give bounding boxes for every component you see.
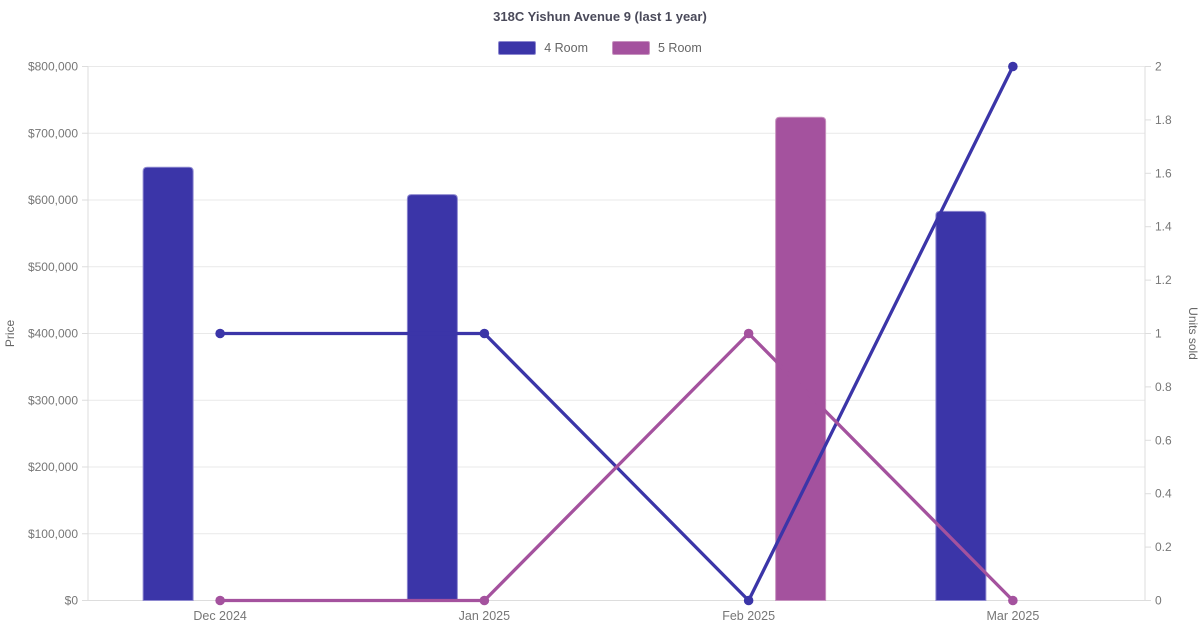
right-axis-tick-label: 0.2 [1155, 540, 1172, 554]
x-axis-label-jan-2025: Jan 2025 [459, 609, 510, 623]
bar-4-room-dec-2024[interactable] [142, 166, 194, 601]
right-axis-tick-label: 1.8 [1155, 113, 1172, 127]
point-4-room-dec-2024[interactable] [215, 328, 225, 339]
legend-label-5-room: 5 Room [658, 41, 702, 55]
legend-item-5-room[interactable]: 5 Room [612, 41, 702, 55]
left-axis-tick-label: $300,000 [28, 393, 78, 407]
right-axis-tick-label: 1.4 [1155, 220, 1172, 234]
line-5-room [218, 331, 1015, 603]
right-axis-tick-label: 2 [1155, 60, 1162, 74]
legend-swatch-4-room [498, 41, 537, 55]
left-axis-tick-label: $400,000 [28, 327, 78, 341]
x-axis-label-mar-2025: Mar 2025 [986, 609, 1039, 623]
left-axis-tick-label: $0 [65, 594, 79, 608]
left-axis-tick-label: $100,000 [28, 527, 78, 541]
x-axis-label-dec-2024: Dec 2024 [193, 609, 247, 623]
point-5-room-feb-2025[interactable] [743, 328, 754, 339]
left-axis-tick-label: $500,000 [28, 260, 78, 274]
point-5-room-dec-2024[interactable] [215, 595, 225, 606]
left-axis-tick-label: $800,000 [28, 60, 78, 74]
point-5-room-jan-2025[interactable] [479, 595, 490, 606]
right-axis-tick-label: 0.6 [1155, 433, 1172, 447]
bar-4-room-mar-2025[interactable] [935, 210, 987, 601]
bar-4-room-jan-2025[interactable] [406, 194, 458, 601]
x-axis-label-feb-2025: Feb 2025 [722, 609, 775, 623]
legend-label-4-room: 4 Room [544, 41, 588, 55]
left-axis-tick-label: $700,000 [28, 126, 78, 140]
legend-item-4-room[interactable]: 4 Room [498, 41, 588, 55]
right-axis-tick-label: 1.2 [1155, 273, 1172, 287]
point-5-room-mar-2025[interactable] [1008, 595, 1018, 606]
right-axis-tick-label: 0.8 [1155, 380, 1172, 394]
bar-5-room-feb-2025[interactable] [775, 116, 827, 601]
right-axis-tick-label: 1 [1155, 327, 1162, 341]
left-axis-title: Price [3, 320, 17, 348]
legend: 4 Room 5 Room [0, 41, 1200, 55]
right-axis-tick-label: 0 [1155, 594, 1162, 608]
chart-title: 318C Yishun Avenue 9 (last 1 year) [493, 9, 707, 24]
point-4-room-mar-2025[interactable] [1008, 61, 1018, 72]
right-axis-tick-label: 0.4 [1155, 487, 1172, 501]
left-axis-tick-label: $200,000 [28, 460, 78, 474]
right-axis-title: Units sold [1186, 307, 1200, 360]
right-axis-tick-label: 1.6 [1155, 166, 1172, 180]
left-axis-tick-label: $600,000 [28, 193, 78, 207]
point-4-room-jan-2025[interactable] [479, 328, 490, 339]
legend-swatch-5-room [612, 41, 650, 55]
point-4-room-feb-2025[interactable] [743, 595, 754, 606]
